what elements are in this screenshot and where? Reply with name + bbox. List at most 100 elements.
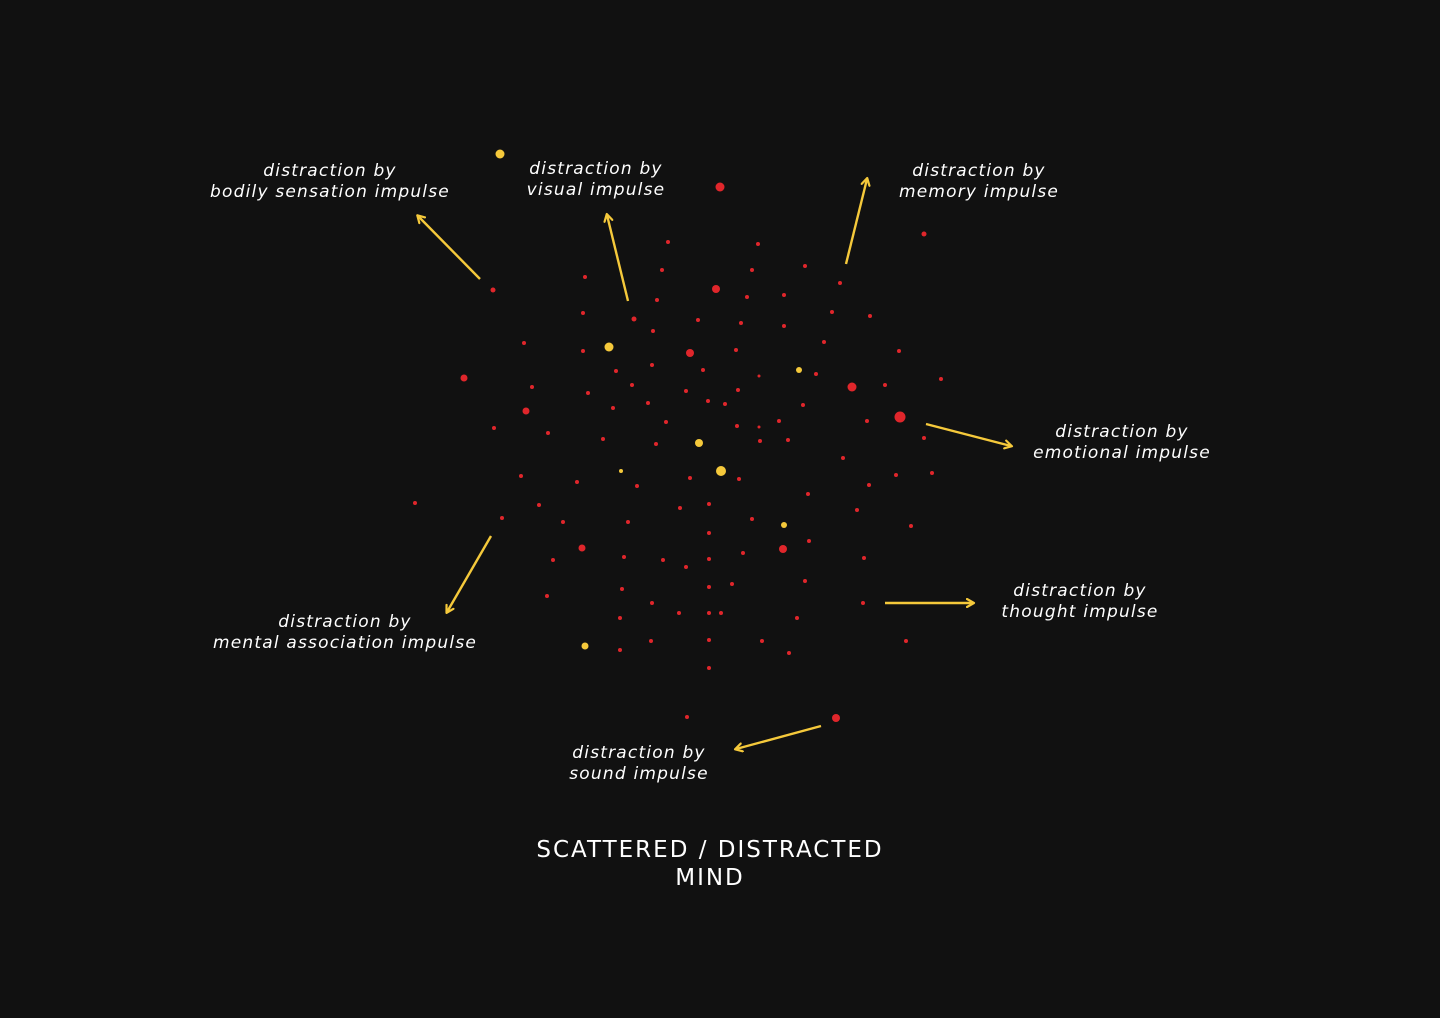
red-dot	[757, 374, 761, 378]
red-dot	[551, 558, 555, 562]
red-dot	[707, 638, 711, 642]
red-dot	[922, 436, 926, 440]
red-dot	[861, 601, 865, 605]
red-dot	[719, 611, 723, 615]
red-dot	[686, 349, 694, 357]
red-dot	[583, 275, 587, 279]
red-dot	[745, 295, 749, 299]
label-mental-association: distraction by mental association impuls…	[196, 612, 494, 654]
red-dot	[664, 420, 668, 424]
red-dot	[546, 431, 550, 435]
yellow-dot	[695, 439, 703, 447]
red-dot	[712, 285, 720, 293]
red-dot	[723, 402, 727, 406]
label-bodily-sensation: distraction by bodily sensation impulse	[200, 161, 460, 203]
arrow-emotional	[925, 422, 1011, 446]
red-dot	[561, 520, 565, 524]
red-dot	[684, 565, 688, 569]
red-dot	[735, 424, 739, 428]
yellow-dot	[781, 522, 787, 528]
label-visual: distraction by visual impulse	[506, 159, 686, 201]
red-dot	[921, 231, 927, 237]
label-memory: distraction by memory impulse	[884, 161, 1074, 203]
red-dot	[841, 456, 845, 460]
red-dot	[822, 340, 826, 344]
red-dot	[696, 318, 700, 322]
red-dot	[904, 639, 908, 643]
red-dot	[620, 587, 624, 591]
label-bodily-line2: bodily sensation impulse	[210, 182, 450, 202]
label-memory-line1: distraction by	[912, 161, 1046, 181]
red-dot	[807, 539, 811, 543]
yellow-dot	[581, 642, 589, 650]
red-dot	[806, 492, 810, 496]
red-dot	[814, 372, 818, 376]
red-dot	[830, 310, 834, 314]
title-line1: SCATTERED / DISTRACTED	[536, 837, 884, 863]
red-dot	[730, 582, 734, 586]
red-dot	[803, 264, 807, 268]
red-dot	[635, 484, 639, 488]
red-dot	[500, 516, 504, 520]
red-dot	[894, 411, 906, 423]
red-dot	[883, 383, 887, 387]
red-dot	[622, 555, 626, 559]
arrow-sound	[736, 724, 822, 749]
red-dot	[862, 556, 866, 560]
red-dot	[684, 389, 688, 393]
label-visual-line2: visual impulse	[526, 180, 666, 200]
red-dot	[678, 506, 682, 510]
label-thought: distraction by thought impulse	[985, 581, 1175, 623]
yellow-dot	[619, 469, 623, 473]
red-dot	[868, 314, 872, 318]
red-dot	[490, 287, 496, 293]
red-dot	[631, 316, 637, 322]
red-dot	[777, 419, 781, 423]
red-dot	[650, 363, 654, 367]
red-dot	[685, 715, 689, 719]
label-thought-line2: thought impulse	[1001, 602, 1159, 622]
red-dot	[614, 369, 618, 373]
arrow-group	[418, 179, 1011, 749]
red-dot	[757, 425, 761, 429]
red-dot	[460, 374, 468, 382]
label-visual-line1: distraction by	[529, 159, 663, 179]
red-dot	[575, 480, 579, 484]
red-dot	[867, 483, 871, 487]
red-dot	[736, 388, 740, 392]
red-dot	[581, 311, 585, 315]
red-dot	[688, 476, 692, 480]
red-dot	[707, 502, 711, 506]
red-dot	[522, 341, 526, 345]
arrow-mental	[447, 535, 493, 612]
red-dot	[758, 439, 762, 443]
red-dot	[847, 382, 857, 392]
red-dot	[707, 531, 711, 535]
red-dot	[651, 329, 655, 333]
red-dot	[413, 501, 417, 505]
label-thought-line1: distraction by	[1013, 581, 1147, 601]
red-dot	[630, 383, 634, 387]
red-dot	[650, 601, 654, 605]
label-sound: distraction by sound impulse	[549, 743, 729, 785]
red-dot	[715, 182, 725, 192]
red-dot	[838, 281, 842, 285]
label-sound-line2: sound impulse	[569, 764, 709, 784]
red-dot	[909, 524, 913, 528]
red-dot	[855, 508, 859, 512]
red-dot	[750, 268, 754, 272]
red-dot	[894, 473, 898, 477]
red-dot	[545, 594, 549, 598]
red-dot	[786, 438, 790, 442]
red-dot	[649, 639, 653, 643]
red-dot	[795, 616, 799, 620]
red-dot	[707, 585, 711, 589]
red-dot	[666, 240, 670, 244]
red-dot	[646, 401, 650, 405]
red-dot	[706, 399, 710, 403]
red-dot	[519, 474, 523, 478]
red-dot	[530, 385, 534, 389]
red-dot	[677, 611, 681, 615]
